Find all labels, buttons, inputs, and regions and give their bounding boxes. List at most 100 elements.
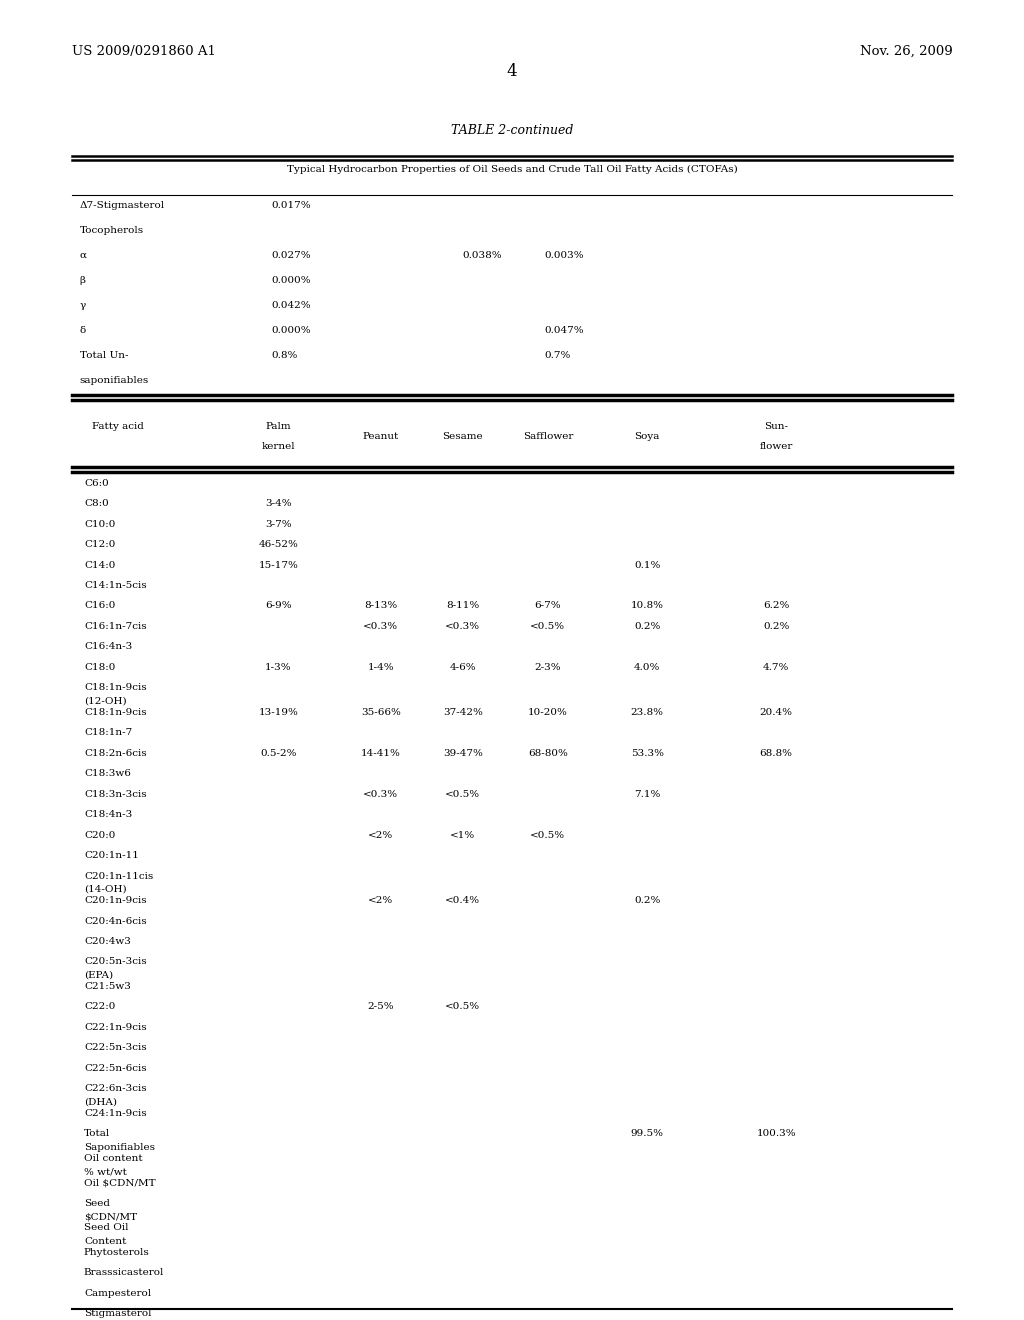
Text: 0.003%: 0.003% xyxy=(545,251,585,260)
Text: C12:0: C12:0 xyxy=(84,540,116,549)
Text: C10:0: C10:0 xyxy=(84,520,116,528)
Text: (DHA): (DHA) xyxy=(84,1098,117,1106)
Text: Nov. 26, 2009: Nov. 26, 2009 xyxy=(859,45,952,58)
Text: 2-3%: 2-3% xyxy=(535,663,561,672)
Text: 20.4%: 20.4% xyxy=(760,708,793,717)
Text: C18:1n-9cis: C18:1n-9cis xyxy=(84,708,146,717)
Text: 7.1%: 7.1% xyxy=(634,789,660,799)
Text: Tocopherols: Tocopherols xyxy=(80,226,144,235)
Text: $CDN/MT: $CDN/MT xyxy=(84,1212,137,1221)
Text: α: α xyxy=(80,251,87,260)
Text: Seed Oil: Seed Oil xyxy=(84,1224,128,1233)
Text: 0.7%: 0.7% xyxy=(545,351,571,360)
Text: 6.2%: 6.2% xyxy=(763,602,790,610)
Text: Stigmasterol: Stigmasterol xyxy=(84,1309,152,1319)
Text: 68-80%: 68-80% xyxy=(528,748,567,758)
Text: (12-OH): (12-OH) xyxy=(84,697,127,706)
Text: C16:4n-3: C16:4n-3 xyxy=(84,643,132,651)
Text: C8:0: C8:0 xyxy=(84,499,109,508)
Text: C20:1n-11: C20:1n-11 xyxy=(84,851,139,861)
Text: 100.3%: 100.3% xyxy=(757,1130,796,1138)
Text: C14:1n-5cis: C14:1n-5cis xyxy=(84,581,146,590)
Text: 0.000%: 0.000% xyxy=(271,276,311,285)
Text: 53.3%: 53.3% xyxy=(631,748,664,758)
Text: 13-19%: 13-19% xyxy=(259,708,298,717)
Text: C20:1n-9cis: C20:1n-9cis xyxy=(84,896,146,906)
Text: Typical Hydrocarbon Properties of Oil Seeds and Crude Tall Oil Fatty Acids (CTOF: Typical Hydrocarbon Properties of Oil Se… xyxy=(287,165,737,174)
Text: C6:0: C6:0 xyxy=(84,479,109,487)
Text: C18:3n-3cis: C18:3n-3cis xyxy=(84,789,146,799)
Text: <2%: <2% xyxy=(369,896,393,906)
Text: saponifiables: saponifiables xyxy=(80,376,150,385)
Text: 39-47%: 39-47% xyxy=(443,748,482,758)
Text: flower: flower xyxy=(760,442,793,450)
Text: 15-17%: 15-17% xyxy=(259,561,298,569)
Text: <0.3%: <0.3% xyxy=(445,622,480,631)
Text: Total Un-: Total Un- xyxy=(80,351,128,360)
Text: (14-OH): (14-OH) xyxy=(84,884,127,894)
Text: 4-6%: 4-6% xyxy=(450,663,476,672)
Text: <0.4%: <0.4% xyxy=(445,896,480,906)
Text: Fatty acid: Fatty acid xyxy=(92,421,143,430)
Text: 10-20%: 10-20% xyxy=(528,708,567,717)
Text: C22:6n-3cis: C22:6n-3cis xyxy=(84,1084,146,1093)
Text: <0.3%: <0.3% xyxy=(364,789,398,799)
Text: 4.7%: 4.7% xyxy=(763,663,790,672)
Text: 0.042%: 0.042% xyxy=(271,301,311,310)
Text: 68.8%: 68.8% xyxy=(760,748,793,758)
Text: 0.2%: 0.2% xyxy=(634,896,660,906)
Text: γ: γ xyxy=(80,301,86,310)
Text: <0.5%: <0.5% xyxy=(530,622,565,631)
Text: 23.8%: 23.8% xyxy=(631,708,664,717)
Text: 2-5%: 2-5% xyxy=(368,1002,394,1011)
Text: Content: Content xyxy=(84,1237,126,1246)
Text: 1-3%: 1-3% xyxy=(265,663,292,672)
Text: C16:0: C16:0 xyxy=(84,602,116,610)
Text: C16:1n-7cis: C16:1n-7cis xyxy=(84,622,146,631)
Text: Brasssicasterol: Brasssicasterol xyxy=(84,1269,164,1278)
Text: C20:5n-3cis: C20:5n-3cis xyxy=(84,957,146,966)
Text: C22:5n-6cis: C22:5n-6cis xyxy=(84,1064,146,1073)
Text: C18:3w6: C18:3w6 xyxy=(84,770,131,779)
Text: 0.017%: 0.017% xyxy=(271,201,311,210)
Text: 14-41%: 14-41% xyxy=(361,748,400,758)
Text: <0.5%: <0.5% xyxy=(445,1002,480,1011)
Text: δ: δ xyxy=(80,326,86,335)
Text: C20:4n-6cis: C20:4n-6cis xyxy=(84,916,146,925)
Text: Phytosterols: Phytosterols xyxy=(84,1247,150,1257)
Text: C24:1n-9cis: C24:1n-9cis xyxy=(84,1109,146,1118)
Text: Seed: Seed xyxy=(84,1199,110,1208)
Text: 1-4%: 1-4% xyxy=(368,663,394,672)
Text: Oil content: Oil content xyxy=(84,1154,142,1163)
Text: 0.2%: 0.2% xyxy=(763,622,790,631)
Text: Safflower: Safflower xyxy=(522,432,573,441)
Text: 4: 4 xyxy=(507,63,517,81)
Text: 4.0%: 4.0% xyxy=(634,663,660,672)
Text: 0.000%: 0.000% xyxy=(271,326,311,335)
Text: β: β xyxy=(80,276,86,285)
Text: Campesterol: Campesterol xyxy=(84,1288,152,1298)
Text: 3-4%: 3-4% xyxy=(265,499,292,508)
Text: 0.027%: 0.027% xyxy=(271,251,311,260)
Text: Palm: Palm xyxy=(265,421,292,430)
Text: <0.5%: <0.5% xyxy=(445,789,480,799)
Text: Δ7-Stigmasterol: Δ7-Stigmasterol xyxy=(80,201,165,210)
Text: 0.8%: 0.8% xyxy=(271,351,298,360)
Text: % wt/wt: % wt/wt xyxy=(84,1167,127,1176)
Text: C18:4n-3: C18:4n-3 xyxy=(84,810,132,820)
Text: 35-66%: 35-66% xyxy=(361,708,400,717)
Text: C20:1n-11cis: C20:1n-11cis xyxy=(84,871,154,880)
Text: 0.2%: 0.2% xyxy=(634,622,660,631)
Text: Peanut: Peanut xyxy=(362,432,399,441)
Text: TABLE 2-continued: TABLE 2-continued xyxy=(451,124,573,137)
Text: C22:1n-9cis: C22:1n-9cis xyxy=(84,1023,146,1032)
Text: <1%: <1% xyxy=(451,830,475,840)
Text: C22:0: C22:0 xyxy=(84,1002,116,1011)
Text: 0.047%: 0.047% xyxy=(545,326,585,335)
Text: <0.3%: <0.3% xyxy=(364,622,398,631)
Text: Sun-: Sun- xyxy=(764,421,788,430)
Text: 6-7%: 6-7% xyxy=(535,602,561,610)
Text: 99.5%: 99.5% xyxy=(631,1130,664,1138)
Text: 37-42%: 37-42% xyxy=(443,708,482,717)
Text: C18:0: C18:0 xyxy=(84,663,116,672)
